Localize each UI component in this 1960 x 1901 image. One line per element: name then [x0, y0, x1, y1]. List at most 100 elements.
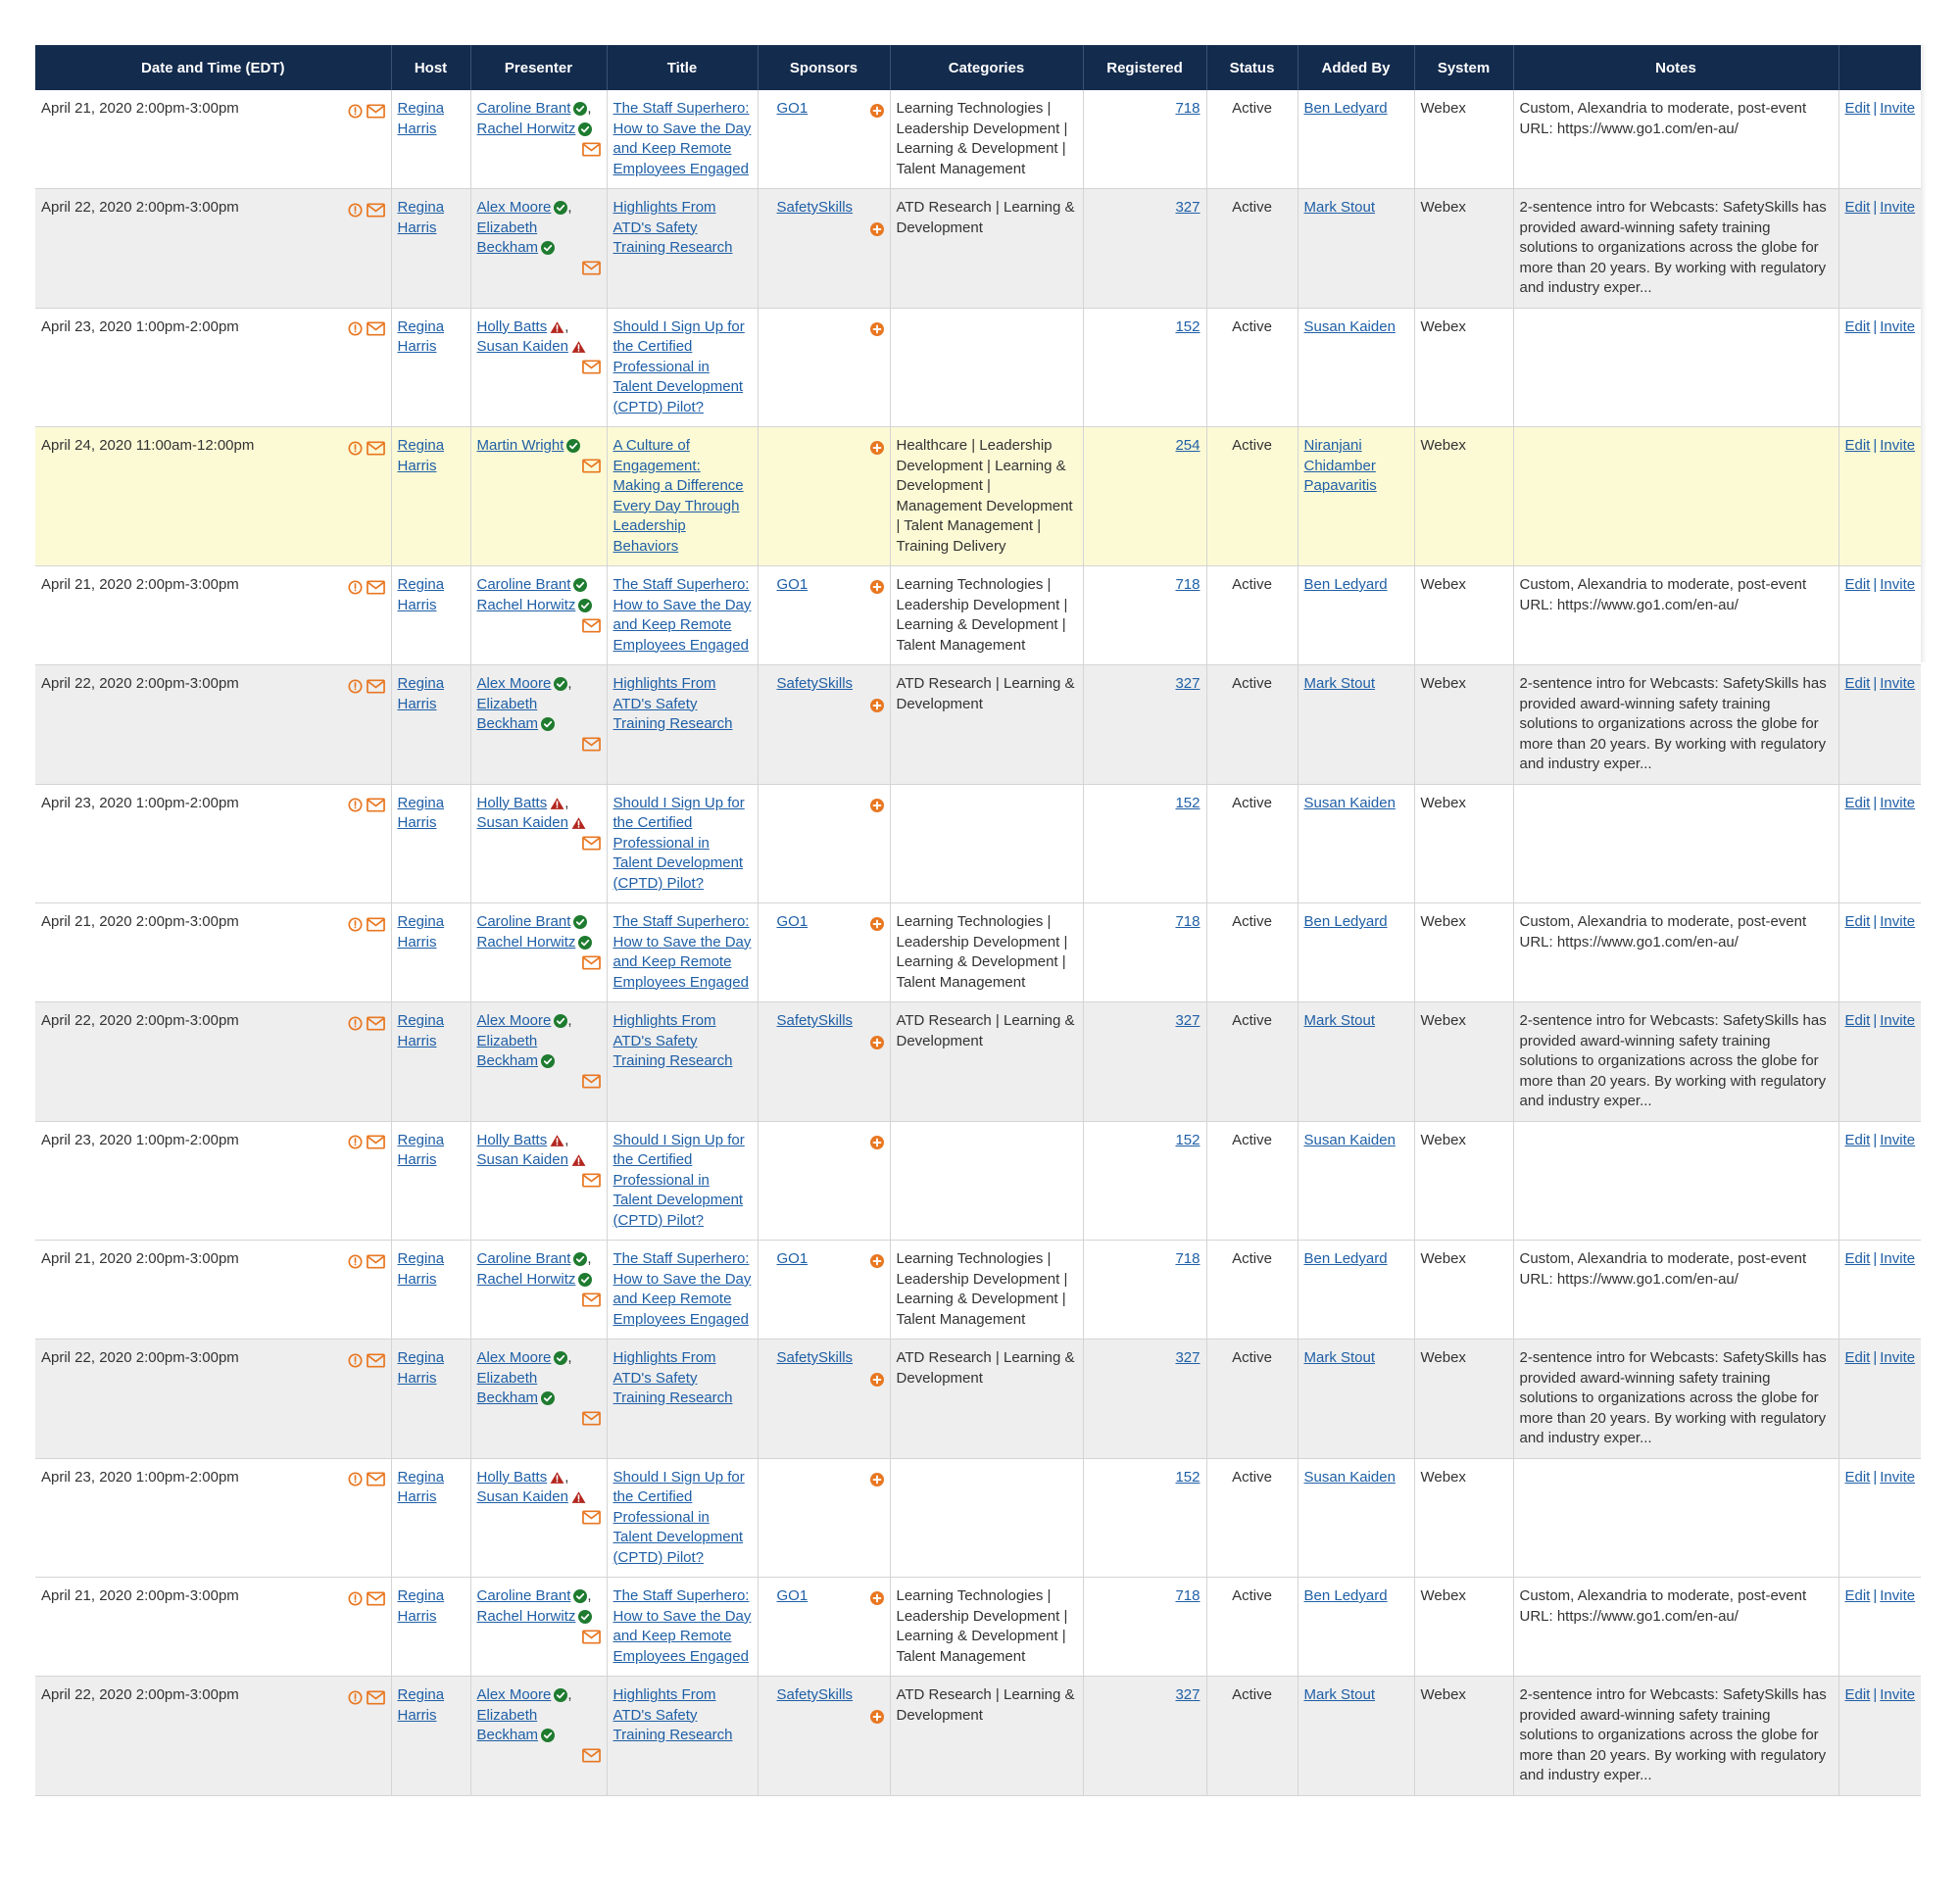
invite-link[interactable]: Invite	[1880, 1349, 1916, 1366]
presenter-link[interactable]: Susan Kaiden	[476, 814, 568, 831]
added-by-link[interactable]: Susan Kaiden	[1303, 794, 1396, 811]
presenter-link[interactable]: Elizabeth Beckham	[476, 695, 539, 733]
event-title-link[interactable]: The Staff Superhero: How to Save the Day…	[612, 1250, 752, 1328]
add-sponsor-button[interactable]	[764, 1032, 884, 1053]
add-sponsor-button[interactable]	[764, 219, 884, 240]
col-header-datetime[interactable]: Date and Time (EDT)	[35, 45, 392, 90]
clock-icon[interactable]	[347, 676, 363, 697]
event-title-link[interactable]: Highlights From ATD's Safety Training Re…	[612, 675, 733, 732]
email-presenters-button[interactable]	[477, 834, 601, 853]
email-presenters-button[interactable]	[477, 358, 601, 377]
event-title-link[interactable]: A Culture of Engagement: Making a Differ…	[612, 437, 744, 555]
mail-icon[interactable]	[366, 1470, 385, 1490]
added-by-link[interactable]: Ben Ledyard	[1303, 100, 1388, 117]
host-link[interactable]: Regina Harris	[398, 1587, 445, 1625]
col-header-sponsors[interactable]: Sponsors	[758, 45, 891, 90]
add-sponsor-button[interactable]	[869, 1251, 884, 1272]
col-header-host[interactable]: Host	[391, 45, 471, 90]
invite-link[interactable]: Invite	[1880, 794, 1916, 811]
email-presenters-button[interactable]	[477, 952, 601, 972]
host-link[interactable]: Regina Harris	[398, 1132, 445, 1169]
add-sponsor-button[interactable]	[869, 1588, 884, 1609]
clock-icon[interactable]	[347, 1588, 363, 1609]
presenter-link[interactable]: Caroline Brant	[476, 1587, 571, 1604]
event-title-link[interactable]: Highlights From ATD's Safety Training Re…	[612, 1349, 733, 1406]
edit-link[interactable]: Edit	[1844, 794, 1871, 811]
invite-link[interactable]: Invite	[1880, 1131, 1916, 1148]
registered-count-link[interactable]: 718	[1175, 913, 1200, 930]
sponsor-link[interactable]: SafetySkills	[776, 1349, 854, 1366]
event-title-link[interactable]: Highlights From ATD's Safety Training Re…	[612, 1012, 733, 1069]
email-presenters-button[interactable]	[477, 1508, 601, 1528]
presenter-link[interactable]: Alex Moore	[476, 1686, 552, 1703]
registered-count-link[interactable]: 718	[1175, 1587, 1200, 1604]
sponsor-link[interactable]: SafetySkills	[776, 675, 854, 692]
presenter-link[interactable]: Caroline Brant	[476, 1250, 571, 1267]
edit-link[interactable]: Edit	[1844, 576, 1871, 593]
edit-link[interactable]: Edit	[1844, 1012, 1871, 1029]
presenter-link[interactable]: Susan Kaiden	[476, 1151, 568, 1168]
presenter-link[interactable]: Holly Batts	[476, 1131, 548, 1148]
sponsor-link[interactable]: GO1	[776, 913, 808, 930]
presenter-link[interactable]: Martin Wright	[476, 437, 564, 454]
col-header-status[interactable]: Status	[1206, 45, 1298, 90]
col-header-title[interactable]: Title	[607, 45, 759, 90]
host-link[interactable]: Regina Harris	[398, 437, 445, 474]
host-link[interactable]: Regina Harris	[398, 1686, 445, 1724]
presenter-link[interactable]: Alex Moore	[476, 199, 552, 216]
registered-count-link[interactable]: 718	[1175, 100, 1200, 117]
presenter-link[interactable]: Susan Kaiden	[476, 1488, 568, 1505]
clock-icon[interactable]	[347, 1251, 363, 1272]
mail-icon[interactable]	[366, 1687, 385, 1708]
sponsor-link[interactable]: SafetySkills	[776, 1012, 854, 1029]
presenter-link[interactable]: Rachel Horwitz	[476, 596, 576, 613]
sponsor-link[interactable]: GO1	[776, 576, 808, 593]
clock-icon[interactable]	[347, 200, 363, 220]
registered-count-link[interactable]: 254	[1175, 437, 1200, 454]
edit-link[interactable]: Edit	[1844, 437, 1871, 454]
clock-icon[interactable]	[347, 1013, 363, 1034]
event-title-link[interactable]: The Staff Superhero: How to Save the Day…	[612, 913, 752, 991]
registered-count-link[interactable]: 327	[1175, 675, 1200, 692]
registered-count-link[interactable]: 327	[1175, 1012, 1200, 1029]
add-sponsor-button[interactable]	[869, 438, 884, 459]
added-by-link[interactable]: Susan Kaiden	[1303, 317, 1396, 335]
mail-icon[interactable]	[366, 577, 385, 598]
added-by-link[interactable]: Ben Ledyard	[1303, 576, 1388, 593]
invite-link[interactable]: Invite	[1880, 675, 1916, 692]
added-by-link[interactable]: Niranjani Chidamber Papavaritis	[1303, 437, 1377, 494]
added-by-link[interactable]: Susan Kaiden	[1303, 1468, 1396, 1486]
edit-link[interactable]: Edit	[1844, 1468, 1871, 1486]
host-link[interactable]: Regina Harris	[398, 100, 445, 137]
clock-icon[interactable]	[347, 1133, 363, 1153]
email-presenters-button[interactable]	[477, 139, 601, 159]
event-title-link[interactable]: The Staff Superhero: How to Save the Day…	[612, 576, 752, 654]
mail-icon[interactable]	[366, 1588, 385, 1609]
presenter-link[interactable]: Elizabeth Beckham	[476, 1369, 539, 1407]
presenter-link[interactable]: Susan Kaiden	[476, 338, 568, 355]
invite-link[interactable]: Invite	[1880, 1250, 1916, 1267]
sponsor-link[interactable]: GO1	[776, 100, 808, 117]
host-link[interactable]: Regina Harris	[398, 1012, 445, 1049]
added-by-link[interactable]: Ben Ledyard	[1303, 1587, 1388, 1604]
add-sponsor-button[interactable]	[869, 914, 884, 935]
add-sponsor-button[interactable]	[764, 1369, 884, 1390]
presenter-link[interactable]: Rachel Horwitz	[476, 120, 576, 137]
email-presenters-button[interactable]	[477, 615, 601, 635]
clock-icon[interactable]	[347, 101, 363, 122]
clock-icon[interactable]	[347, 1470, 363, 1490]
registered-count-link[interactable]: 718	[1175, 1250, 1200, 1267]
registered-count-link[interactable]: 327	[1175, 199, 1200, 216]
presenter-link[interactable]: Caroline Brant	[476, 913, 571, 930]
sponsor-link[interactable]: SafetySkills	[776, 1686, 854, 1703]
registered-count-link[interactable]: 152	[1175, 1468, 1200, 1486]
clock-icon[interactable]	[347, 319, 363, 340]
invite-link[interactable]: Invite	[1880, 1468, 1916, 1486]
presenter-link[interactable]: Rachel Horwitz	[476, 933, 576, 950]
event-title-link[interactable]: Should I Sign Up for the Certified Profe…	[612, 317, 745, 415]
presenter-link[interactable]: Holly Batts	[476, 1468, 548, 1486]
clock-icon[interactable]	[347, 438, 363, 459]
email-presenters-button[interactable]	[477, 259, 601, 278]
sponsor-link[interactable]: GO1	[776, 1250, 808, 1267]
presenter-link[interactable]: Alex Moore	[476, 675, 552, 692]
